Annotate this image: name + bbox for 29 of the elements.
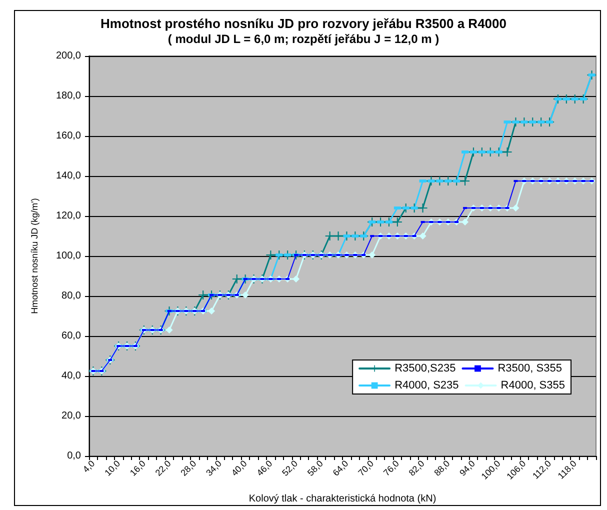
y-tick-label: 180,0	[56, 90, 82, 102]
x-tick-label: 4,0	[80, 458, 97, 474]
chart-subtitle: ( modul JD L = 6,0 m; rozpětí jeřábu J = 12,0 m )	[168, 32, 440, 46]
y-axis-title: Hmotnost nosníku JD (kg/m')	[30, 198, 40, 314]
legend-label: R3500,S235	[394, 362, 456, 374]
y-tick-label: 140,0	[56, 170, 82, 182]
y-tick-label: 20,0	[62, 410, 82, 422]
legend-label: R3500, S355	[498, 362, 562, 374]
x-tick-label: 40,0	[229, 458, 249, 478]
x-tick-label: 64,0	[330, 458, 350, 478]
x-tick-label: 76,0	[382, 458, 401, 478]
x-tick-label: 70,0	[356, 458, 376, 478]
legend-label: R4000, S355	[500, 380, 565, 392]
legend-label: R4000, S235	[394, 380, 459, 392]
x-tick-label: 82,0	[406, 458, 426, 478]
y-tick-label: 200,0	[56, 50, 82, 62]
y-tick-label: 100,0	[56, 250, 82, 262]
y-tick-label: 160,0	[56, 130, 82, 142]
x-tick-label: 88,0	[432, 458, 452, 478]
y-tick-label: 80,0	[62, 290, 82, 302]
y-tick-label: 0,0	[67, 450, 82, 462]
y-tick-label: 40,0	[62, 370, 82, 382]
x-tick-label: 46,0	[254, 458, 274, 478]
x-tick-label: 34,0	[204, 458, 224, 478]
chart-title: Hmotnost prostého nosníku JD pro rozvory jeřábu R3500 a R4000	[100, 16, 506, 31]
x-axis-title: Kolový tlak - charakteristická hodnota (kN)	[248, 494, 436, 504]
x-tick-label: 94,0	[458, 458, 478, 478]
y-tick-label: 60,0	[62, 330, 82, 342]
y-tick-label: 120,0	[56, 210, 82, 222]
